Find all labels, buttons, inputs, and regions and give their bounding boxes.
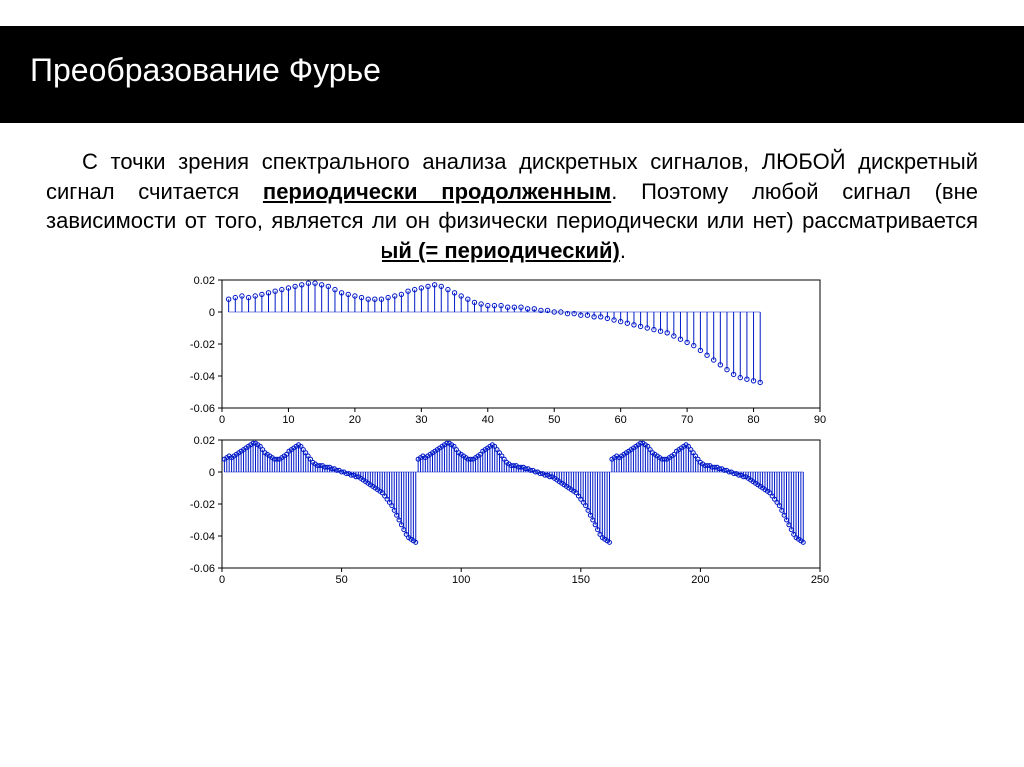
svg-text:-0.06: -0.06 — [190, 403, 215, 415]
svg-text:30: 30 — [415, 414, 427, 426]
svg-text:20: 20 — [349, 414, 361, 426]
svg-text:70: 70 — [681, 414, 693, 426]
svg-text:60: 60 — [615, 414, 627, 426]
svg-text:0: 0 — [209, 307, 215, 319]
svg-text:0: 0 — [219, 574, 225, 586]
svg-text:0.02: 0.02 — [194, 275, 215, 287]
body-emph1: периодически продолженным — [263, 179, 611, 204]
svg-text:40: 40 — [482, 414, 494, 426]
charts-container: -0.06-0.04-0.0200.020102030405060708090 … — [172, 266, 852, 590]
svg-text:0: 0 — [219, 414, 225, 426]
svg-text:50: 50 — [548, 414, 560, 426]
svg-text:90: 90 — [814, 414, 826, 426]
svg-text:150: 150 — [572, 574, 590, 586]
signal-stem-chart-single-period: -0.06 -0.04 -0.02 0 0.02 0 10 20 30 40 50 60 70 80 90 — [172, 270, 852, 430]
svg-text:10: 10 — [282, 414, 294, 426]
svg-text:200: 200 — [691, 574, 709, 586]
slide-title: Преобразование Фурье — [0, 26, 1024, 123]
body-p3: . — [620, 238, 626, 263]
svg-text:-0.04: -0.04 — [190, 371, 215, 383]
svg-text:80: 80 — [747, 414, 759, 426]
svg-text:250: 250 — [811, 574, 829, 586]
signal-stem-chart-periodic-extension: -0.06 -0.04 -0.02 0 0.02 0 50 100 150 200 250 — [172, 430, 852, 590]
title-text: Преобразование Фурье — [30, 52, 381, 88]
svg-text:-0.02: -0.02 — [190, 339, 215, 351]
white-mask — [22, 238, 382, 268]
svg-text:-0.06: -0.06 — [190, 563, 215, 575]
svg-text:-0.02: -0.02 — [190, 499, 215, 511]
svg-text:100: 100 — [452, 574, 470, 586]
svg-text:50: 50 — [335, 574, 347, 586]
svg-text:-0.04: -0.04 — [190, 531, 215, 543]
svg-text:0.02: 0.02 — [194, 435, 215, 447]
svg-text:0: 0 — [209, 467, 215, 479]
